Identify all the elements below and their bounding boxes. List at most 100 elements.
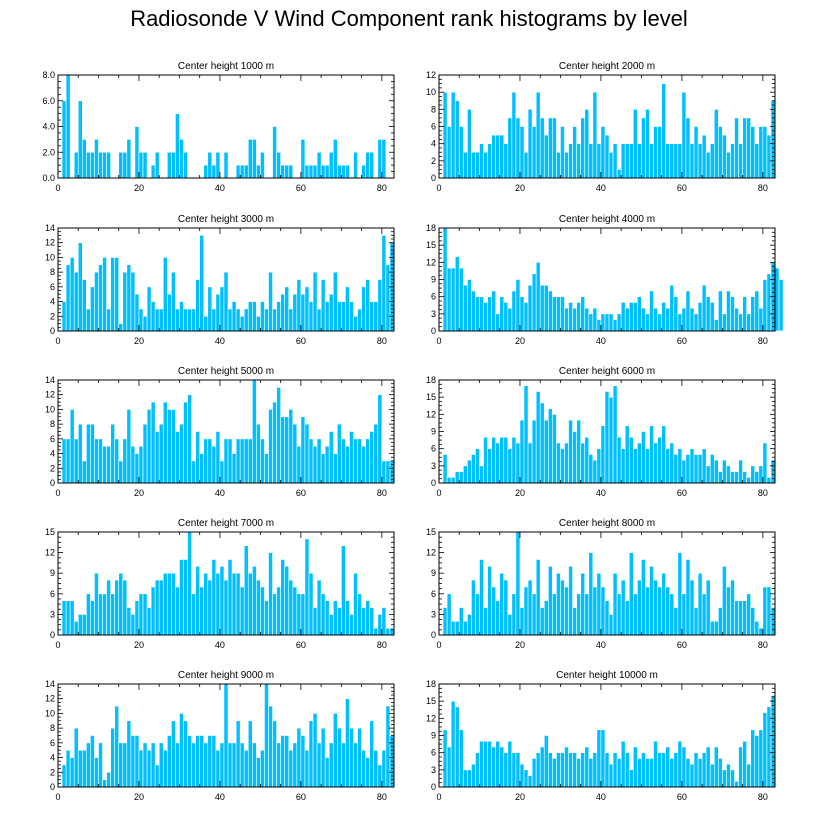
- histogram-bar: [377, 279, 383, 332]
- histogram-bar: [207, 735, 213, 788]
- histogram-bar: [503, 752, 509, 788]
- histogram-bar: [239, 164, 245, 179]
- histogram-bar: [511, 290, 517, 332]
- histogram-bar: [564, 442, 569, 484]
- histogram-bar: [774, 267, 780, 332]
- histogram-bar: [608, 763, 614, 788]
- y-tick-label: 4: [50, 449, 55, 459]
- histogram-bar: [653, 126, 658, 179]
- x-tick-label: 40: [596, 792, 606, 802]
- histogram-bar: [118, 460, 124, 484]
- histogram-bar: [332, 139, 338, 179]
- histogram-bar: [276, 742, 281, 788]
- histogram-bar: [126, 139, 132, 179]
- histogram-bar: [142, 315, 148, 332]
- histogram-bar: [539, 284, 545, 332]
- y-tick-label: 6: [50, 589, 55, 599]
- histogram-bar: [673, 296, 679, 332]
- y-tick-label: 8: [50, 267, 55, 277]
- histogram-bar: [110, 727, 115, 788]
- histogram-bar: [515, 752, 521, 788]
- histogram-bar: [458, 607, 464, 636]
- y-tick-label: 0: [431, 782, 436, 792]
- histogram-bar: [158, 308, 164, 332]
- histogram-bar: [730, 143, 735, 179]
- histogram-bar: [227, 742, 233, 788]
- histogram-bar: [600, 126, 606, 179]
- histogram-bar: [365, 757, 371, 788]
- figure-title: Radiosonde V Wind Component rank histogr…: [130, 6, 688, 31]
- histogram-bar: [519, 607, 525, 636]
- histogram-bar: [515, 442, 521, 484]
- histogram-bar: [235, 572, 241, 636]
- y-tick-label: 12: [426, 257, 436, 267]
- histogram-bar: [701, 752, 707, 788]
- histogram-bar: [467, 109, 472, 179]
- histogram-bar: [734, 600, 739, 636]
- histogram-bar: [361, 607, 366, 636]
- histogram-bar: [531, 419, 537, 484]
- y-tick-label: 8: [431, 104, 436, 114]
- y-tick-label: 12: [45, 390, 55, 400]
- histogram-bar: [608, 151, 614, 179]
- histogram-bar: [734, 117, 739, 179]
- histogram-bar: [171, 409, 176, 484]
- histogram-bar: [560, 296, 565, 332]
- histogram-bar: [661, 752, 666, 788]
- histogram-bar: [227, 308, 233, 332]
- histogram-bar: [665, 586, 671, 636]
- histogram-bar: [304, 538, 310, 636]
- histogram-bar: [138, 445, 144, 484]
- histogram-bar: [284, 164, 290, 179]
- histogram-bar: [718, 607, 723, 636]
- histogram-bar: [661, 83, 666, 179]
- x-tick-label: 80: [758, 640, 768, 650]
- histogram-bar: [122, 271, 128, 332]
- histogram-bar: [726, 465, 731, 484]
- histogram-bar: [324, 445, 330, 484]
- panel-7: Center height 7000 m 0 3 6 9 12 15 0 20 40 60 80: [45, 518, 395, 650]
- histogram-bar: [162, 572, 168, 636]
- histogram-bar: [183, 151, 188, 179]
- y-tick-label: 6.0: [42, 96, 55, 106]
- histogram-bar: [515, 531, 521, 636]
- histogram-bar: [673, 454, 679, 484]
- histogram-bar: [645, 586, 650, 636]
- histogram-bar: [357, 308, 362, 332]
- histogram-bar: [215, 293, 221, 332]
- histogram-bar: [381, 460, 387, 484]
- histogram-bar: [527, 109, 533, 179]
- histogram-bar: [162, 749, 168, 788]
- histogram-bar: [345, 600, 350, 636]
- y-tick-label: 15: [45, 527, 55, 537]
- histogram-bar: [187, 308, 192, 332]
- histogram-bar: [280, 559, 285, 636]
- histogram-bar: [288, 749, 294, 788]
- histogram-bar: [645, 313, 650, 332]
- histogram-bar: [227, 559, 233, 636]
- histogram-bar: [552, 593, 557, 636]
- histogram-bar: [69, 600, 75, 636]
- x-tick-label: 0: [55, 640, 60, 650]
- histogram-bar: [86, 151, 91, 179]
- histogram-bar: [734, 307, 739, 332]
- histogram-bar: [162, 401, 168, 484]
- histogram-bar: [247, 572, 253, 636]
- y-tick-label: 18: [426, 375, 436, 385]
- histogram-bar: [564, 307, 569, 332]
- histogram-bar: [665, 746, 671, 788]
- histogram-bar: [548, 290, 553, 332]
- histogram-bar: [543, 600, 549, 636]
- histogram-bar: [718, 471, 723, 484]
- histogram-bar: [633, 746, 638, 788]
- panel-6: Center height 6000 m 0 3 6 9 12 15 18 0 20 40 60 80: [426, 366, 776, 498]
- histogram-bar: [369, 431, 375, 484]
- histogram-bar: [701, 593, 707, 636]
- y-tick-label: 12: [45, 548, 55, 558]
- histogram-bar: [705, 579, 711, 636]
- histogram-bar: [556, 752, 561, 788]
- x-tick-label: 0: [436, 640, 441, 650]
- histogram-bar: [730, 579, 735, 636]
- histogram-bar: [495, 313, 501, 332]
- histogram-bar: [264, 683, 269, 788]
